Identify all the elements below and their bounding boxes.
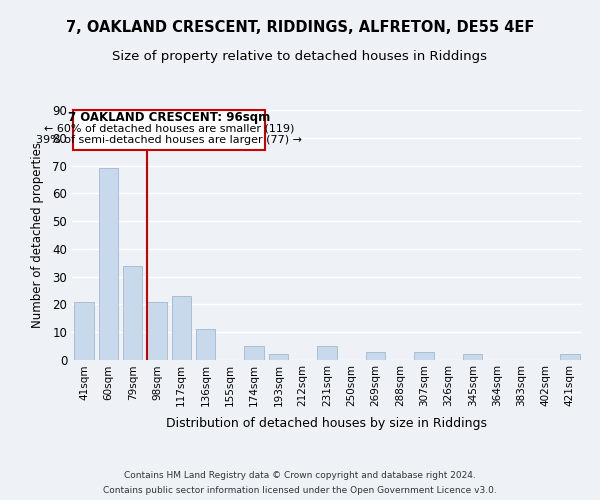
Text: 7, OAKLAND CRESCENT, RIDDINGS, ALFRETON, DE55 4EF: 7, OAKLAND CRESCENT, RIDDINGS, ALFRETON,…	[66, 20, 534, 35]
Text: Contains public sector information licensed under the Open Government Licence v3: Contains public sector information licen…	[103, 486, 497, 495]
Text: 39% of semi-detached houses are larger (77) →: 39% of semi-detached houses are larger (…	[36, 135, 302, 145]
Bar	[415, 352, 434, 360]
Bar	[366, 352, 385, 360]
Bar	[99, 168, 118, 360]
Bar	[172, 296, 191, 360]
Text: Size of property relative to detached houses in Riddings: Size of property relative to detached ho…	[113, 50, 487, 63]
Bar	[560, 354, 580, 360]
Text: 7 OAKLAND CRESCENT: 96sqm: 7 OAKLAND CRESCENT: 96sqm	[68, 112, 270, 124]
Bar	[147, 302, 167, 360]
Bar	[74, 302, 94, 360]
Bar	[123, 266, 142, 360]
Bar	[463, 354, 482, 360]
X-axis label: Distribution of detached houses by size in Riddings: Distribution of detached houses by size …	[167, 418, 487, 430]
Bar	[269, 354, 288, 360]
Text: Contains HM Land Registry data © Crown copyright and database right 2024.: Contains HM Land Registry data © Crown c…	[124, 471, 476, 480]
Bar	[244, 346, 264, 360]
FancyBboxPatch shape	[73, 110, 265, 150]
Bar	[317, 346, 337, 360]
Bar	[196, 330, 215, 360]
Text: ← 60% of detached houses are smaller (119): ← 60% of detached houses are smaller (11…	[44, 124, 295, 134]
Y-axis label: Number of detached properties: Number of detached properties	[31, 142, 44, 328]
